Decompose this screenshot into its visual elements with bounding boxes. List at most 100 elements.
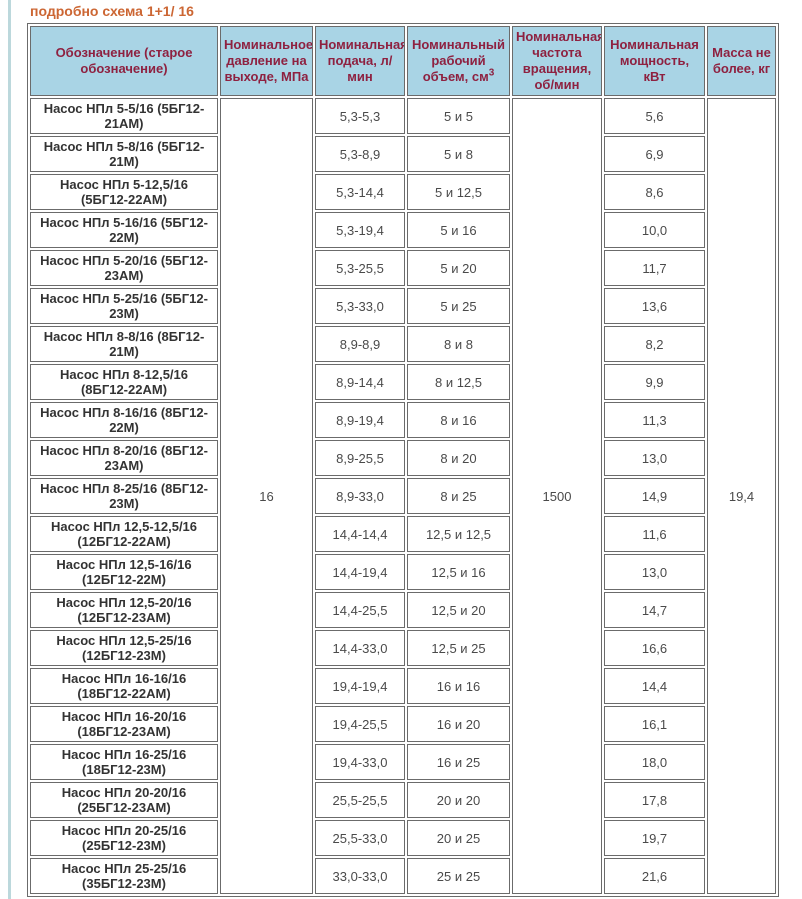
power-cell: 11,3 — [604, 402, 705, 438]
power-cell: 16,1 — [604, 706, 705, 742]
flow-cell: 5,3-25,5 — [315, 250, 405, 286]
designation-cell: Насос НПл 20-20/16 (25БГ12-23АМ) — [30, 782, 218, 818]
designation-cell: Насос НПл 12,5-20/16 (12БГ12-23АМ) — [30, 592, 218, 628]
volume-cell: 5 и 25 — [407, 288, 510, 324]
table-row: Насос НПл 5-16/16 (5БГ12-22М) 5,3-19,4 5 и… — [30, 212, 776, 248]
designation-cell: Насос НПл 5-25/16 (5БГ12-23М) — [30, 288, 218, 324]
table-row: Насос НПл 12,5-25/16 (12БГ12-23М) 14,4-33… — [30, 630, 776, 666]
power-cell: 14,9 — [604, 478, 705, 514]
flow-cell: 33,0-33,0 — [315, 858, 405, 894]
table-row: Насос НПл 8-8/16 (8БГ12-21М) 8,9-8,9 8 и 8… — [30, 326, 776, 362]
power-cell: 14,7 — [604, 592, 705, 628]
table-row: Насос НПл 12,5-20/16 (12БГ12-23АМ) 14,4-2… — [30, 592, 776, 628]
power-cell: 17,8 — [604, 782, 705, 818]
power-cell: 6,9 — [604, 136, 705, 172]
volume-cell: 8 и 25 — [407, 478, 510, 514]
col-header-power: Номинальная мощность, кВт — [604, 26, 705, 96]
content-area: подробно схема 1+1/ 16 Обозначение (стар… — [27, 3, 779, 897]
power-cell: 11,6 — [604, 516, 705, 552]
pressure-merged-cell: 16 — [220, 98, 313, 894]
volume-cell: 16 и 20 — [407, 706, 510, 742]
designation-cell: Насос НПл 16-16/16 (18БГ12-22АМ) — [30, 668, 218, 704]
superscript-3: 3 — [488, 67, 495, 79]
table-row: Насос НПл 20-20/16 (25БГ12-23АМ) 25,5-25,… — [30, 782, 776, 818]
power-cell: 13,6 — [604, 288, 705, 324]
table-row: Насос НПл 16-20/16 (18БГ12-23АМ) 19,4-25,… — [30, 706, 776, 742]
volume-cell: 16 и 16 — [407, 668, 510, 704]
volume-cell: 20 и 20 — [407, 782, 510, 818]
table-row: Насос НПл 8-16/16 (8БГ12-22М) 8,9-19,4 8 и… — [30, 402, 776, 438]
power-cell: 14,4 — [604, 668, 705, 704]
table-row: Насос НПл 5-5/16 (5БГ12-21АМ) 16 5,3-5,3 5 … — [30, 98, 776, 894]
flow-cell: 8,9-25,5 — [315, 440, 405, 476]
power-cell: 8,6 — [604, 174, 705, 210]
flow-cell: 5,3-33,0 — [315, 288, 405, 324]
flow-cell: 14,4-33,0 — [315, 630, 405, 666]
volume-cell: 5 и 8 — [407, 136, 510, 172]
flow-cell: 14,4-14,4 — [315, 516, 405, 552]
table-row: Насос НПл 20-25/16 (25БГ12-23М) 25,5-33,0… — [30, 820, 776, 856]
volume-cell: 12,5 и 20 — [407, 592, 510, 628]
power-cell: 13,0 — [604, 440, 705, 476]
flow-cell: 14,4-19,4 — [315, 554, 405, 590]
flow-cell: 19,4-33,0 — [315, 744, 405, 780]
table-row: Насос НПл 5-20/16 (5БГ12-23АМ) 5,3-25,5 5 … — [30, 250, 776, 286]
col-header-flow: Номинальная подача, л/ мин — [315, 26, 405, 96]
volume-cell: 5 и 16 — [407, 212, 510, 248]
table-row: Насос НПл 16-16/16 (18БГ12-22АМ) 19,4-19,… — [30, 668, 776, 704]
power-cell: 11,7 — [604, 250, 705, 286]
mass-merged-cell: 19,4 — [707, 98, 776, 894]
volume-cell: 25 и 25 — [407, 858, 510, 894]
flow-cell: 19,4-25,5 — [315, 706, 405, 742]
page-left-border — [8, 0, 11, 899]
designation-cell: Насос НПл 8-20/16 (8БГ12-23АМ) — [30, 440, 218, 476]
flow-cell: 8,9-33,0 — [315, 478, 405, 514]
volume-cell: 5 и 20 — [407, 250, 510, 286]
designation-cell: Насос НПл 5-8/16 (5БГ12-21М) — [30, 136, 218, 172]
flow-cell: 5,3-5,3 — [315, 98, 405, 134]
power-cell: 13,0 — [604, 554, 705, 590]
volume-cell: 12,5 и 25 — [407, 630, 510, 666]
volume-cell: 5 и 12,5 — [407, 174, 510, 210]
volume-cell: 20 и 25 — [407, 820, 510, 856]
volume-cell: 12,5 и 12,5 — [407, 516, 510, 552]
table-row: Насос НПл 8-20/16 (8БГ12-23АМ) 8,9-25,5 8 … — [30, 440, 776, 476]
power-cell: 9,9 — [604, 364, 705, 400]
table-row: Насос НПл 16-25/16 (18БГ12-23М) 19,4-33,0… — [30, 744, 776, 780]
volume-cell: 12,5 и 16 — [407, 554, 510, 590]
col-header-pressure: Номинальное давление на выходе, МПа — [220, 26, 313, 96]
volume-cell: 8 и 20 — [407, 440, 510, 476]
power-cell: 8,2 — [604, 326, 705, 362]
volume-cell: 16 и 25 — [407, 744, 510, 780]
flow-cell: 8,9-14,4 — [315, 364, 405, 400]
header-row: Обозначение (старое обозначение) Номинал… — [30, 26, 776, 96]
designation-cell: Насос НПл 12,5-12,5/16 (12БГ12-22АМ) — [30, 516, 218, 552]
flow-cell: 8,9-19,4 — [315, 402, 405, 438]
designation-cell: Насос НПл 12,5-16/16 (12БГ12-22М) — [30, 554, 218, 590]
designation-cell: Насос НПл 5-20/16 (5БГ12-23АМ) — [30, 250, 218, 286]
power-cell: 10,0 — [604, 212, 705, 248]
designation-cell: Насос НПл 25-25/16 (35БГ12-23М) — [30, 858, 218, 894]
col-header-speed: Номинальная частота вращения, об/мин — [512, 26, 602, 96]
table-row: Насос НПл 12,5-12,5/16 (12БГ12-22АМ) 14,4… — [30, 516, 776, 552]
table-row: Насос НПл 5-12,5/16 (5БГ12-22АМ) 5,3-14,4… — [30, 174, 776, 210]
flow-cell: 5,3-8,9 — [315, 136, 405, 172]
power-cell: 16,6 — [604, 630, 705, 666]
designation-cell: Насос НПл 8-12,5/16 (8БГ12-22АМ) — [30, 364, 218, 400]
col-header-volume-text: Номинальный рабочий объем, см — [411, 37, 506, 84]
table-row: Насос НПл 5-8/16 (5БГ12-21М) 5,3-8,9 5 и 8… — [30, 136, 776, 172]
designation-cell: Насос НПл 12,5-25/16 (12БГ12-23М) — [30, 630, 218, 666]
power-cell: 21,6 — [604, 858, 705, 894]
designation-cell: Насос НПл 8-8/16 (8БГ12-21М) — [30, 326, 218, 362]
speed-merged-cell: 1500 — [512, 98, 602, 894]
table-row: Насос НПл 12,5-16/16 (12БГ12-22М) 14,4-19… — [30, 554, 776, 590]
volume-cell: 8 и 8 — [407, 326, 510, 362]
pumps-spec-table: Обозначение (старое обозначение) Номинал… — [27, 23, 779, 897]
flow-cell: 5,3-14,4 — [315, 174, 405, 210]
table-row: Насос НПл 5-25/16 (5БГ12-23М) 5,3-33,0 5 и… — [30, 288, 776, 324]
volume-cell: 5 и 5 — [407, 98, 510, 134]
designation-cell: Насос НПл 8-16/16 (8БГ12-22М) — [30, 402, 218, 438]
volume-cell: 8 и 12,5 — [407, 364, 510, 400]
power-cell: 19,7 — [604, 820, 705, 856]
